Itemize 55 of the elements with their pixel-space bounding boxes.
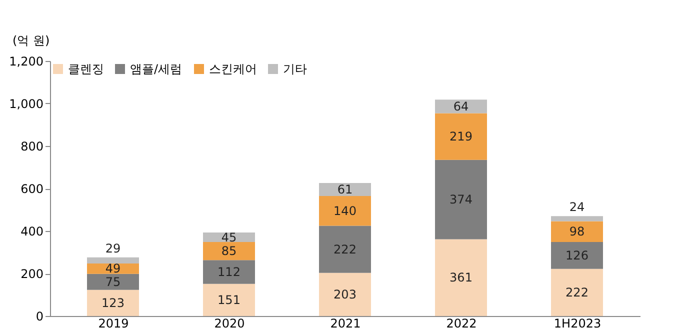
data-label: 24 xyxy=(569,200,585,214)
y-tick-label: 1,000 xyxy=(9,97,44,111)
y-axis-title: (억 원) xyxy=(12,34,50,48)
data-label: 203 xyxy=(334,287,356,302)
y-tick-label: 600 xyxy=(20,182,44,196)
bar xyxy=(87,290,139,316)
y-tick-label: 400 xyxy=(20,224,44,238)
data-label: 151 xyxy=(218,292,240,307)
bar xyxy=(87,257,139,264)
legend-label: 앰플/세럼 xyxy=(130,62,182,76)
data-label: 361 xyxy=(450,270,472,285)
x-tick-label: 2022 xyxy=(446,316,477,330)
data-label: 219 xyxy=(450,130,472,144)
data-label: 140 xyxy=(334,204,356,218)
y-tick-label: 1,200 xyxy=(9,54,44,68)
bar xyxy=(435,239,487,316)
data-label: 61 xyxy=(337,182,353,196)
legend-label: 스킨케어 xyxy=(209,62,257,76)
bar xyxy=(435,113,487,160)
data-label: 222 xyxy=(566,285,588,300)
bar xyxy=(319,272,371,316)
y-tick-label: 800 xyxy=(20,140,44,154)
bar xyxy=(435,100,487,114)
x-tick-label: 2021 xyxy=(330,316,361,330)
data-label: 374 xyxy=(450,192,472,207)
bar xyxy=(203,242,255,260)
bar xyxy=(551,216,603,222)
bar xyxy=(435,160,487,240)
bar xyxy=(319,196,371,226)
x-tick-label: 2019 xyxy=(98,316,129,330)
data-label: 64 xyxy=(453,99,469,114)
bar xyxy=(551,242,603,269)
bar xyxy=(319,226,371,273)
data-label: 112 xyxy=(218,265,240,280)
data-label: 45 xyxy=(221,230,237,244)
legend-label: 클렌징 xyxy=(68,62,104,76)
legend-label: 기타 xyxy=(283,62,307,76)
y-tick-label: 0 xyxy=(36,310,44,324)
data-label: 49 xyxy=(105,262,121,276)
data-label: 126 xyxy=(566,248,588,262)
x-tick-label: 1H2023 xyxy=(554,316,602,330)
data-label: 75 xyxy=(105,274,121,289)
bar xyxy=(551,221,603,242)
bar xyxy=(319,182,371,196)
data-label: 85 xyxy=(221,244,237,258)
data-label: 98 xyxy=(569,224,585,239)
bar xyxy=(551,268,603,316)
bar xyxy=(203,284,255,316)
bar xyxy=(203,260,255,284)
y-tick-label: 200 xyxy=(20,267,44,281)
data-label: 29 xyxy=(105,241,121,256)
data-label: 222 xyxy=(334,242,356,256)
data-label: 123 xyxy=(102,296,124,310)
bar xyxy=(87,274,139,290)
x-tick-label: 2020 xyxy=(214,316,245,330)
